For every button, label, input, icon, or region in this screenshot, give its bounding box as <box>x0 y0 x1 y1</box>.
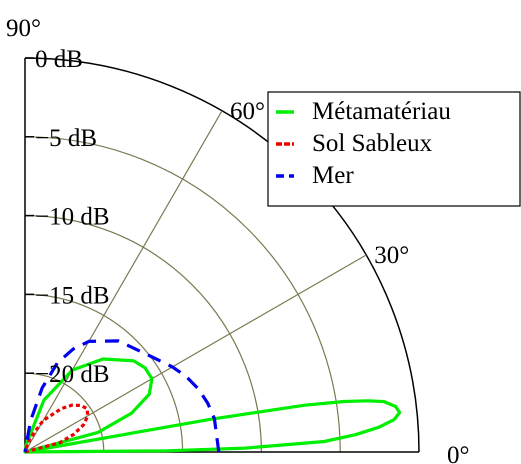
series-line-1 <box>23 403 90 454</box>
series-line-0 <box>23 357 402 454</box>
grid-spoke <box>24 254 367 453</box>
angular-tick-label: 30° <box>374 242 409 269</box>
legend-label: Mer <box>312 162 354 189</box>
radial-tick-label: 0 dB <box>35 46 83 73</box>
axis-labels: 0 dB −5 dB −10 dB −15 dB −20 dB 0° 30° 60° 90° <box>6 15 470 464</box>
radial-tick-label: −20 dB <box>35 361 110 388</box>
grid-arc <box>24 372 105 453</box>
legend-label: Métamatériau <box>312 98 451 125</box>
radial-tick-label: −15 dB <box>35 282 110 309</box>
angular-tick-label: 0° <box>447 442 470 464</box>
radial-tick-label: −5 dB <box>35 125 97 152</box>
legend: Métamatériau Sol Sableux Mer <box>267 91 521 207</box>
legend-label: Sol Sableux <box>312 130 433 157</box>
legend-box <box>267 91 521 207</box>
angular-tick-label: 90° <box>6 15 41 42</box>
series-line-2 <box>23 339 221 453</box>
grid-arc <box>24 136 341 453</box>
grid-spoke <box>24 110 223 453</box>
angular-tick-label: 60° <box>230 98 265 125</box>
grid-arc <box>24 293 184 453</box>
grid-arc <box>24 215 262 453</box>
radial-tick-label: −10 dB <box>35 204 110 231</box>
series <box>23 339 402 454</box>
